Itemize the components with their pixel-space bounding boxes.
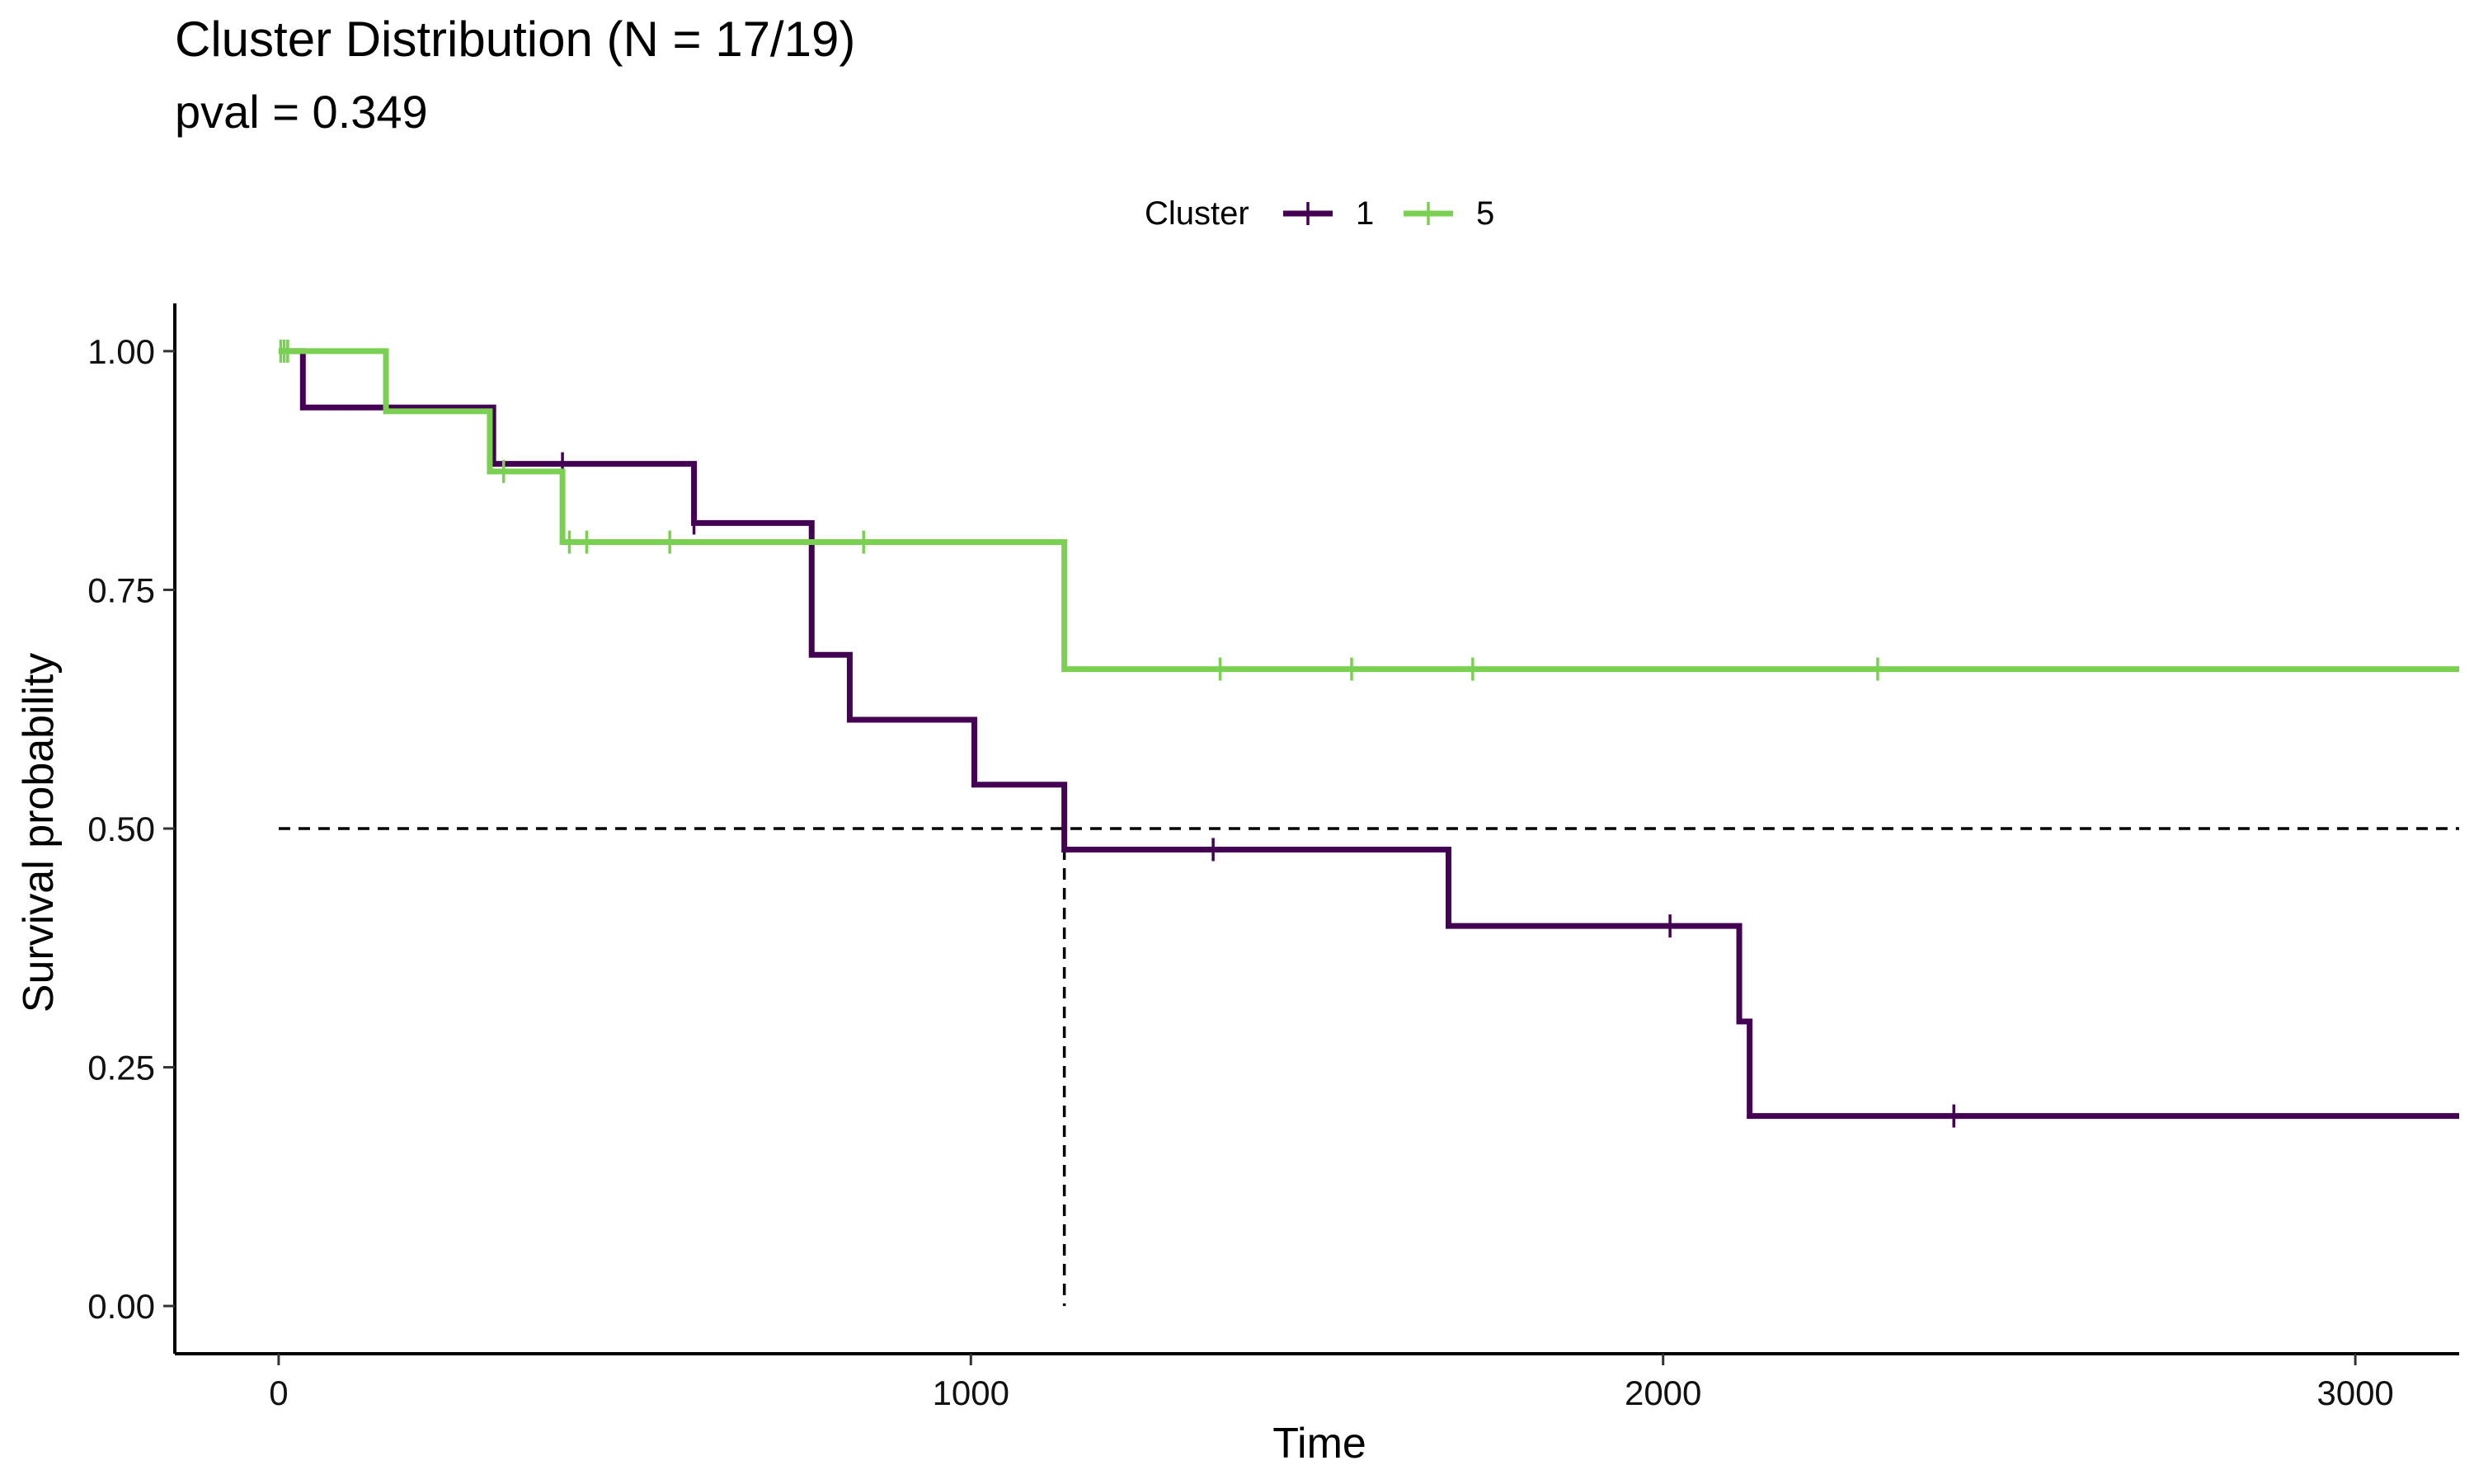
survival-curve-cluster-1 xyxy=(278,348,2459,1120)
y-tick-label: 0.75 xyxy=(87,571,155,609)
x-axis-title: Time xyxy=(1272,1420,1366,1468)
x-tick-label: 1000 xyxy=(933,1374,1009,1412)
chart-subtitle: pval = 0.349 xyxy=(175,86,428,138)
legend-title: Cluster xyxy=(1145,195,1249,232)
y-tick-label: 1.00 xyxy=(87,332,155,371)
x-tick-label: 2000 xyxy=(1625,1374,1701,1412)
legend-label-1: 1 xyxy=(1356,195,1374,232)
x-tick-label: 3000 xyxy=(2316,1374,2393,1412)
legend-label-5: 5 xyxy=(1476,195,1494,232)
x-tick-label: 0 xyxy=(269,1374,288,1412)
chart-title: Cluster Distribution (N = 17/19) xyxy=(175,12,855,67)
survival-curves xyxy=(278,339,2459,1128)
legend: Cluster 1 5 xyxy=(1145,195,1494,232)
y-tick-label: 0.25 xyxy=(87,1049,155,1087)
survival-curve-cluster-5 xyxy=(278,348,2459,673)
axes: 0 1000 2000 3000 0.00 0.25 0.50 0.75 1.00 xyxy=(87,303,2459,1412)
y-tick-label: 0.50 xyxy=(87,810,155,848)
y-tick-label: 0.00 xyxy=(87,1287,155,1326)
y-axis-title: Survival probability xyxy=(15,653,63,1012)
median-lines xyxy=(278,827,2459,1307)
